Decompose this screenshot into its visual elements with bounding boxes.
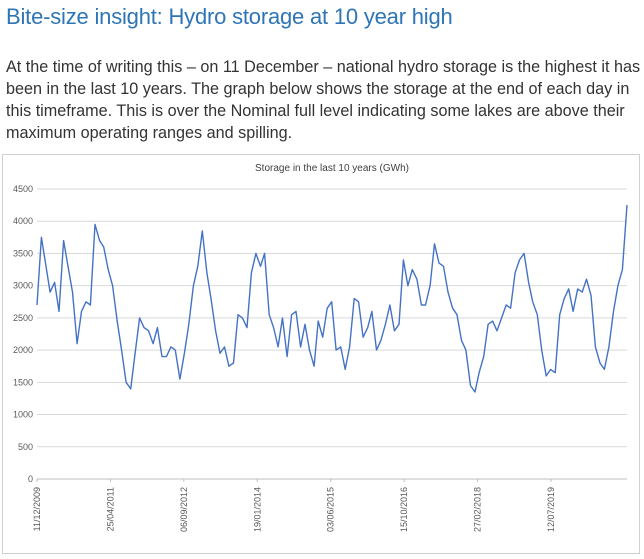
y-tick-label: 3000 xyxy=(13,281,33,291)
y-tick-label: 4000 xyxy=(13,216,33,226)
y-tick-label: 4500 xyxy=(13,184,33,194)
y-tick-label: 2000 xyxy=(13,345,33,355)
storage-chart: Storage in the last 10 years (GWh) 0 500 10… xyxy=(2,154,640,554)
x-tick-label: 03/06/2015 xyxy=(326,487,336,532)
chart-title: Storage in the last 10 years (GWh) xyxy=(255,163,409,174)
x-tick-label: 06/09/2012 xyxy=(179,487,189,532)
y-tick-label: 2500 xyxy=(13,313,33,323)
page-heading: Bite-size insight: Hydro storage at 10 y… xyxy=(6,4,453,29)
x-tick-label: 27/02/2018 xyxy=(473,487,483,532)
y-tick-label: 3500 xyxy=(13,248,33,258)
x-tick-label: 25/04/2011 xyxy=(105,487,115,531)
chart-svg: Storage in the last 10 years (GWh) 0 500 10… xyxy=(13,163,628,532)
y-tick-label: 1000 xyxy=(13,410,33,420)
y-tick-label: 1500 xyxy=(13,377,33,387)
x-tick-label: 19/01/2014 xyxy=(252,487,262,532)
intro-paragraph: At the time of writing this – on 11 Dece… xyxy=(6,58,641,142)
series-line xyxy=(36,205,628,393)
y-tick-label: 0 xyxy=(28,474,33,484)
x-tick-label: 15/10/2016 xyxy=(399,487,409,532)
x-tick-label: 12/07/2019 xyxy=(546,487,556,532)
y-tick-label: 500 xyxy=(18,442,33,452)
x-tick-label: 11/12/2009 xyxy=(32,487,42,531)
